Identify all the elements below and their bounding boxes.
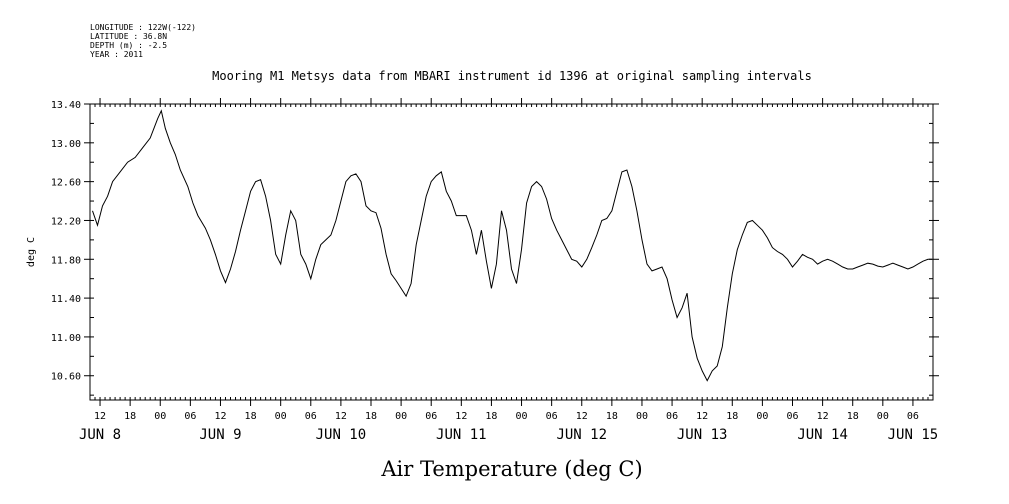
- x-hour-label: 12: [214, 411, 226, 422]
- x-hour-label: 12: [817, 411, 829, 422]
- y-tick-label: 10.60: [51, 372, 81, 383]
- x-hour-label: 12: [455, 411, 467, 422]
- x-day-label: JUN 13: [677, 427, 728, 443]
- y-axis-label: deg C: [26, 237, 37, 267]
- x-hour-label: 00: [395, 411, 407, 422]
- x-hour-label: 18: [365, 411, 377, 422]
- plot-frame: [89, 103, 934, 401]
- meta-longitude: LONGITUDE : 122W(-122): [90, 23, 196, 32]
- meta-latitude: LATITUDE : 36.8N: [90, 32, 167, 41]
- series-line: [92, 109, 932, 382]
- x-day-label: JUN 9: [199, 427, 241, 443]
- x-hour-label: 00: [154, 411, 166, 422]
- x-hour-label: 00: [756, 411, 768, 422]
- minor-ticks: [89, 103, 934, 400]
- x-hour-label: 18: [245, 411, 257, 422]
- x-hour-label: 06: [546, 411, 558, 422]
- x-hour-label: 06: [786, 411, 798, 422]
- meta-year: YEAR : 2011: [90, 50, 143, 59]
- y-tick-label: 13.40: [51, 100, 81, 111]
- y-tick-label: 11.00: [51, 333, 81, 344]
- x-hour-label: 00: [275, 411, 287, 422]
- x-hour-label: 18: [606, 411, 618, 422]
- meta-depth: DEPTH (m) : -2.5: [90, 41, 167, 50]
- x-hour-label: 12: [335, 411, 347, 422]
- x-day-label: JUN 14: [797, 427, 848, 443]
- y-tick-label: 13.00: [51, 139, 81, 150]
- x-day-label: JUN 10: [316, 427, 367, 443]
- x-day-label: JUN 8: [79, 427, 121, 443]
- x-hour-label: 18: [485, 411, 497, 422]
- x-hour-label: 18: [124, 411, 136, 422]
- x-day-label: JUN 12: [556, 427, 607, 443]
- chart-title: Mooring M1 Metsys data from MBARI instru…: [212, 69, 812, 83]
- y-tick-label: 12.60: [51, 178, 81, 189]
- x-hour-label: 12: [94, 411, 106, 422]
- x-hour-label: 18: [726, 411, 738, 422]
- x-hour-label: 00: [877, 411, 889, 422]
- x-hour-label: 06: [425, 411, 437, 422]
- x-hour-label: 18: [847, 411, 859, 422]
- x-hour-label: 06: [305, 411, 317, 422]
- x-day-label: JUN 15: [888, 427, 939, 443]
- y-axis: 13.40 13.00 12.60 12.20 11.80 11.40 11.00 10.60: [51, 100, 939, 383]
- x-hour-label: 12: [696, 411, 708, 422]
- x-axis-title: Air Temperature (deg C): [380, 457, 642, 481]
- x-hour-label: 00: [636, 411, 648, 422]
- y-tick-label: 12.20: [51, 216, 81, 227]
- y-tick-label: 11.40: [51, 294, 81, 305]
- x-hour-label: 06: [666, 411, 678, 422]
- x-day-label: JUN 11: [436, 427, 487, 443]
- y-tick-label: 11.80: [51, 255, 81, 266]
- x-hour-label: 06: [184, 411, 196, 422]
- x-hour-label: 12: [576, 411, 588, 422]
- x-axis: 12 18 00 06 12 18 00 06 12 18 00 06 12 18 00 06 12 18 00 06…: [79, 98, 938, 443]
- x-hour-label: 06: [907, 411, 919, 422]
- x-hour-label: 00: [516, 411, 528, 422]
